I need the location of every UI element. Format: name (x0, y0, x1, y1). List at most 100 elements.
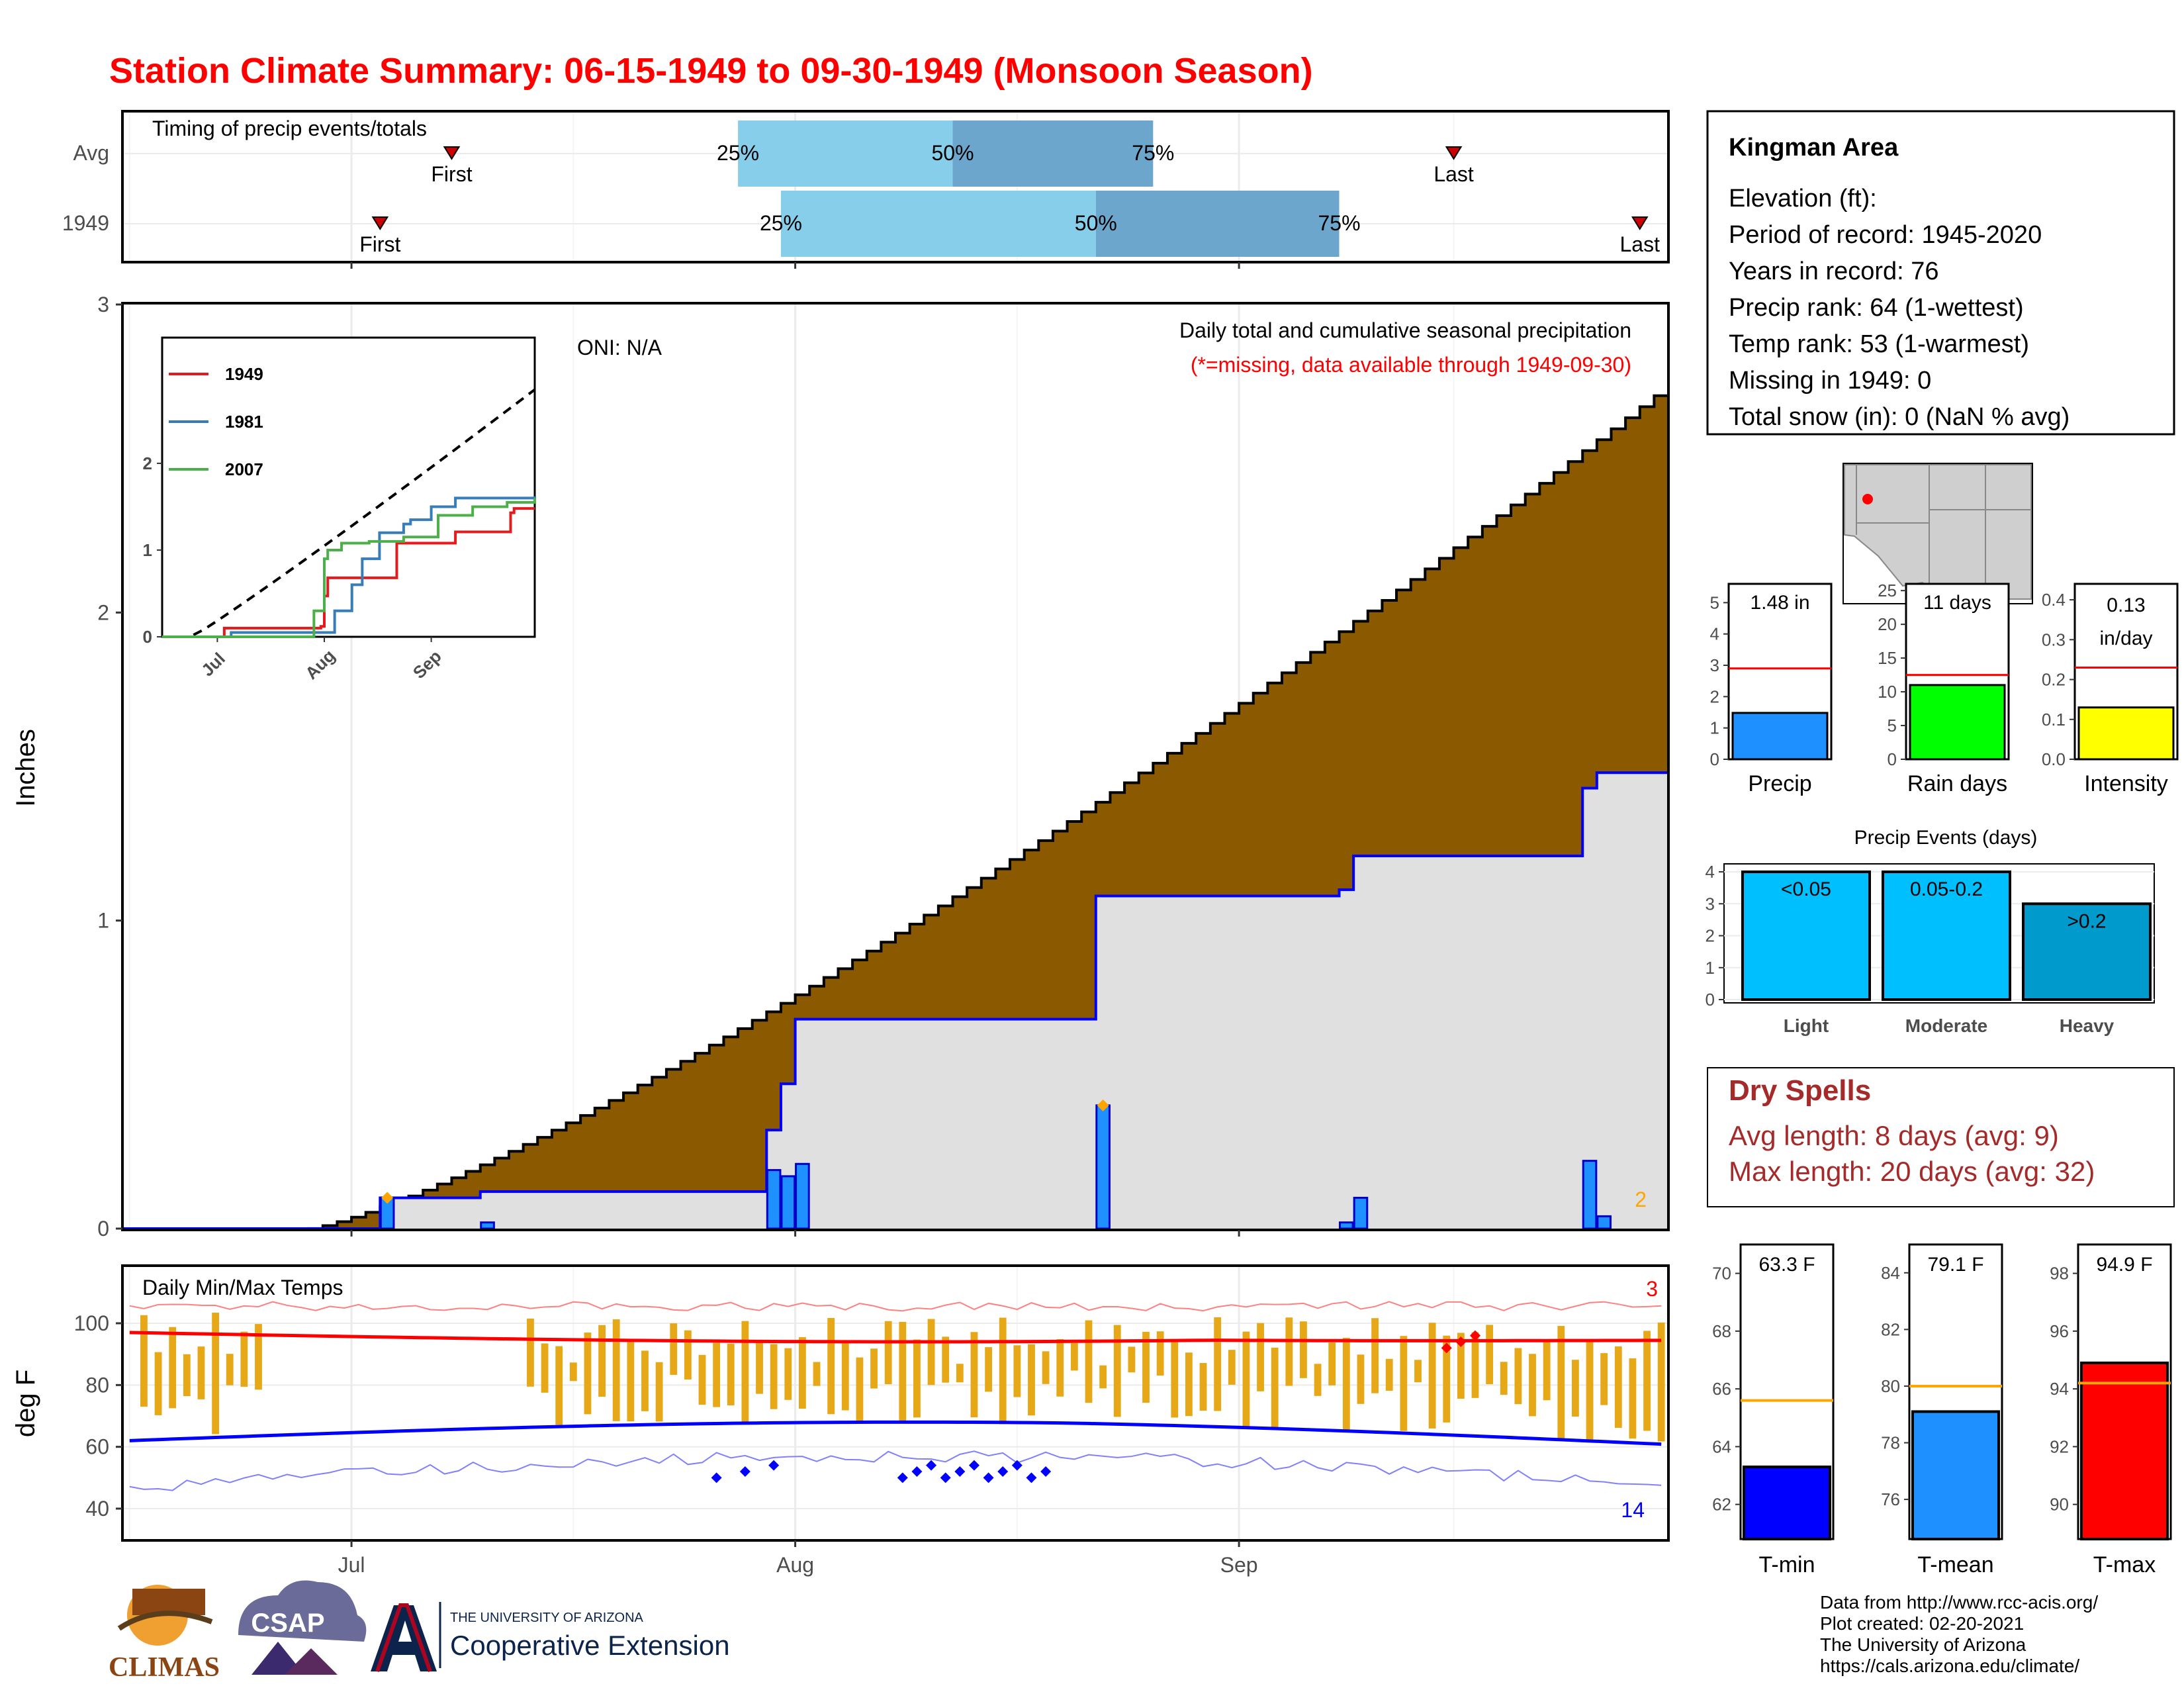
station-info-line: Elevation (ft): (1729, 185, 1877, 212)
daily-temp-bar (1586, 1340, 1594, 1440)
daily-temp-bar (226, 1354, 234, 1385)
daily-temp-bar (1113, 1325, 1121, 1417)
inset-ytick-label: 1 (143, 540, 152, 560)
daily-temp-bar (1056, 1338, 1064, 1397)
csap-logo: CSAP (238, 1580, 367, 1675)
daily-temp-bar (684, 1330, 692, 1380)
daily-temp-bar (1428, 1323, 1436, 1429)
precip-ytick-label: 0 (97, 1217, 109, 1241)
precip-panel-corner-count: 2 (1635, 1188, 1647, 1211)
daily-temp-bar (154, 1352, 162, 1415)
timing-pct-label: 50% (931, 141, 974, 165)
daily-temp-bar (1471, 1332, 1479, 1398)
daily-temp-bar (799, 1336, 806, 1409)
mini-bar-value (1731, 712, 1829, 761)
daily-temp-bar (813, 1362, 821, 1386)
temp-panel-ylabel: deg F (11, 1370, 40, 1437)
daily-temp-bar (1285, 1317, 1293, 1386)
daily-temp-bar (1042, 1351, 1050, 1384)
daily-precip-bar (766, 1169, 782, 1230)
season-total-bars: 0 1 2 3 4 5 1.48 in Precip 0 5 10 15 20 25 11 days Rain… (1710, 581, 2179, 796)
daily-temp-bar (1443, 1335, 1451, 1423)
ua-logo: THE UNIVERSITY OF ARIZONA Cooperative Ex… (371, 1602, 730, 1672)
precip-events-xlabel: Heavy (2060, 1015, 2115, 1036)
daily-temp-bar (1400, 1336, 1408, 1431)
timing-first-marker-label: First (431, 162, 472, 186)
csap-logo-text: CSAP (251, 1609, 324, 1638)
daily-temp-bar (756, 1342, 763, 1394)
daily-temp-bar (827, 1318, 835, 1415)
events-ytick-label: 0 (1706, 990, 1715, 1009)
temp-bar-value-label: 63.3 F (1758, 1254, 1815, 1276)
timing-panel-label: Timing of precip events/totals (152, 117, 427, 140)
station-name: Kingman Area (1729, 134, 1899, 162)
inset-line-2007 (162, 498, 536, 638)
mini-bar-ytick-label: 20 (1878, 614, 1897, 634)
daily-precip-record-marker (381, 1192, 394, 1204)
record-high-marker (1455, 1336, 1467, 1347)
daily-temp-bar (1070, 1342, 1078, 1371)
station-info-line: Period of record: 1945-2020 (1729, 221, 2042, 249)
mini-bar-value (2077, 706, 2175, 761)
daily-temp-bar (627, 1340, 635, 1422)
timing-pct-label: 50% (1075, 211, 1117, 235)
temp-ytick-label: 40 (85, 1497, 109, 1521)
inset-legend-label: 1981 (225, 412, 263, 432)
daily-temp-bar (1328, 1342, 1336, 1385)
daily-temp-bar (197, 1346, 205, 1399)
record-low-marker (1011, 1460, 1023, 1471)
daily-temp-bar (1156, 1331, 1164, 1376)
locator-map (1843, 463, 2033, 604)
daily-temp-bar (713, 1342, 721, 1407)
record-low-marker (954, 1466, 966, 1477)
timing-first-marker (443, 146, 461, 160)
precip-events-bar-label: <0.05 (1781, 878, 1831, 900)
xtick-label: Aug (776, 1553, 814, 1577)
footer-credit-line: https://cals.arizona.edu/climate/ (1820, 1656, 2079, 1676)
temp-bar-ytick-label: 94 (2050, 1379, 2069, 1399)
precip-ytick-label: 2 (97, 600, 109, 624)
cumulative-1949-line (122, 771, 1668, 1230)
daily-temp-bar (1342, 1337, 1350, 1433)
precip-panel-ylabel: Inches (11, 729, 40, 807)
daily-temp-bar (584, 1333, 592, 1415)
daily-temp-bar (1629, 1358, 1637, 1439)
timing-last-marker-label: Last (1433, 162, 1474, 186)
daily-precip-bar (1353, 1196, 1369, 1230)
daily-temp-bar (884, 1321, 892, 1385)
temp-ytick-label: 60 (85, 1435, 109, 1459)
daily-precip-bar (1095, 1104, 1111, 1230)
daily-temp-bar (1300, 1321, 1307, 1378)
mini-bar-ytick-label: 1 (1710, 718, 1719, 738)
temp-panel-label: Daily Min/Max Temps (142, 1276, 343, 1299)
temp-bar-ytick-label: 66 (1712, 1379, 1731, 1399)
mini-bar-value-label: in/day (2099, 628, 2152, 649)
daily-temp-bar (612, 1319, 620, 1421)
timing-first-marker (371, 216, 389, 230)
dry-spells-max: Max length: 20 days (avg: 32) (1729, 1156, 2095, 1187)
temp-bar-ytick-label: 64 (1712, 1436, 1731, 1456)
mini-bar-value-label: 1.48 in (1750, 592, 1809, 614)
daily-precip-bar (1596, 1215, 1612, 1230)
daily-temp-bar (1543, 1341, 1551, 1401)
daily-temp-bar (1185, 1352, 1193, 1417)
events-ytick-label: 4 (1706, 862, 1715, 882)
daily-precip-bar (795, 1162, 810, 1230)
daily-temp-bar (1142, 1331, 1150, 1403)
inset-line-1981 (162, 496, 536, 638)
precip-ytick-label: 1 (97, 909, 109, 933)
avg-tmin-line (129, 1420, 1662, 1446)
daily-precip-bar (780, 1175, 796, 1230)
daily-temp-bar (1385, 1358, 1393, 1391)
mini-bar-ytick-label: 0.1 (2042, 710, 2066, 729)
daily-temp-bar (169, 1327, 177, 1409)
timing-bar-q2 (1095, 191, 1340, 257)
timing-pct-label: 75% (1132, 141, 1174, 165)
avg-tmax-line (129, 1331, 1662, 1344)
station-info-line: Precip rank: 64 (1-wettest) (1729, 294, 2024, 322)
daily-temp-bar (1028, 1344, 1035, 1416)
footer-logos: CLIMAS CSAP THE UNIVERSITY OF ARIZONA Co… (109, 1580, 730, 1683)
mini-bar-ytick-label: 3 (1710, 655, 1719, 675)
station-info-line: Years in record: 76 (1729, 258, 1939, 285)
